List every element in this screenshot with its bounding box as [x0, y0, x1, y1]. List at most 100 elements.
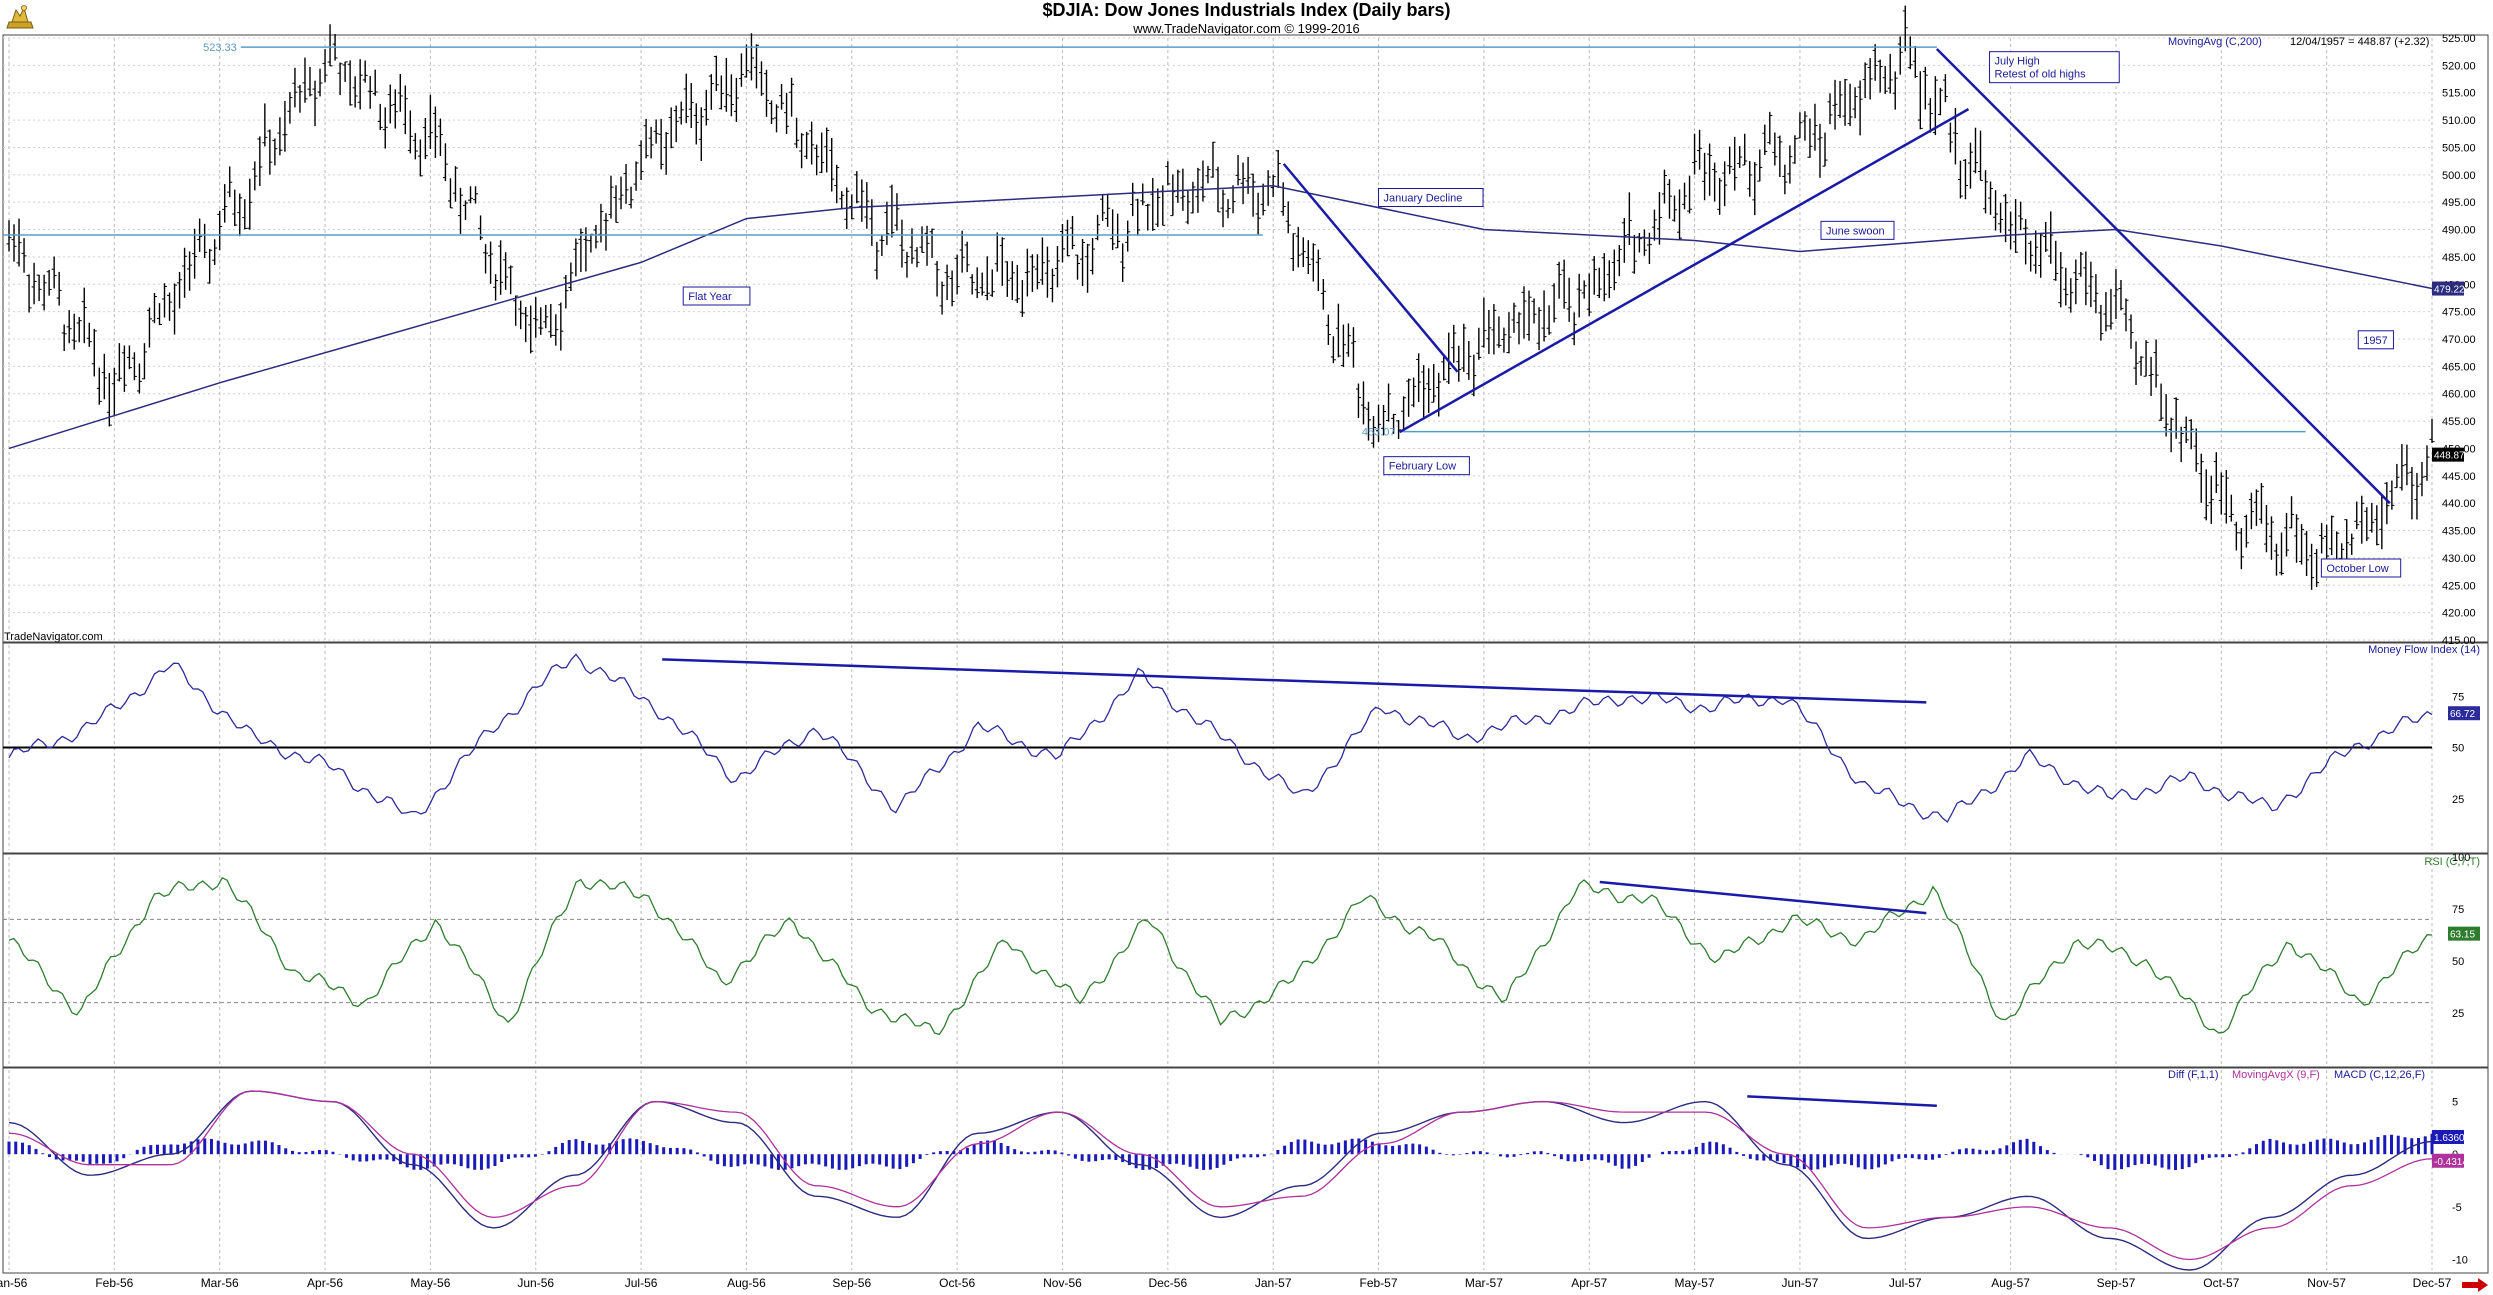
price-bar: [1596, 267, 1602, 299]
price-bar: [2073, 259, 2079, 305]
price-bar: [2354, 501, 2360, 530]
x-tick-label: Jan-56: [0, 1276, 28, 1290]
uptrend-trendline: [1398, 108, 1970, 434]
price-bar: [2088, 261, 2094, 308]
price-bar: [859, 179, 865, 222]
price-tick-label: 430.00: [2442, 553, 2476, 565]
price-bar: [1340, 324, 1346, 368]
x-tick-label: Mar-57: [1465, 1276, 1503, 1290]
annotation-june-swoon-box: [1820, 220, 1895, 240]
annotation-october-low-text: October Low: [2326, 563, 2388, 575]
price-bar: [1130, 182, 1136, 217]
price-bar: [397, 74, 403, 112]
price-tick-label: 495.00: [2442, 197, 2476, 209]
price-bar: [1009, 261, 1015, 301]
price-bar: [854, 171, 860, 204]
price-bar: [2118, 280, 2124, 311]
price-bar: [1054, 246, 1060, 288]
price-bar: [1752, 161, 1758, 216]
price-bar: [2359, 495, 2365, 544]
x-tick-label: Oct-57: [2203, 1276, 2239, 1290]
price-bar: [1451, 324, 1457, 363]
price-bar: [1521, 286, 1527, 339]
price-bar: [1767, 111, 1773, 145]
price-bar: [463, 200, 469, 221]
price-bar: [1712, 162, 1718, 202]
price-bar: [563, 274, 569, 309]
price-bar: [1120, 243, 1126, 283]
price-bar: [2314, 549, 2320, 588]
price-bar: [653, 119, 659, 144]
price-bar: [1431, 364, 1437, 403]
price-bar: [86, 322, 92, 347]
price-bar: [26, 274, 32, 313]
price-bar: [377, 103, 383, 130]
macd-divergence-line: [1747, 1095, 1937, 1108]
price-bar: [919, 226, 925, 253]
price-bar: [412, 133, 418, 160]
price-bar: [964, 241, 970, 273]
price-bar: [974, 267, 980, 299]
price-bar: [824, 127, 830, 173]
price-tick-label: 440.00: [2442, 498, 2476, 510]
price-bar: [46, 269, 52, 296]
price-bar: [1692, 133, 1698, 175]
price-bar: [789, 77, 795, 117]
annotation-february-low-text: February Low: [1389, 461, 1456, 473]
price-bar: [287, 92, 293, 124]
price-bar: [1581, 280, 1587, 299]
price-bar: [899, 219, 905, 268]
scroll-right-arrow-icon: [2462, 1278, 2488, 1292]
price-bar: [442, 143, 448, 182]
price-bar: [588, 233, 594, 253]
price-bar: [302, 57, 308, 103]
price-bar: [1757, 149, 1763, 182]
price-bar: [1421, 365, 1427, 418]
price-bar: [1240, 162, 1246, 205]
grid: [2, 34, 2489, 1274]
price-bar: [2018, 201, 2024, 231]
price-tick-label: 445.00: [2442, 471, 2476, 483]
price-bar: [11, 224, 17, 262]
price-bar: [628, 186, 634, 209]
price-bar: [307, 66, 313, 97]
price-bar: [1942, 74, 1948, 103]
price-bar: [1722, 161, 1728, 207]
price-tick-label: 505.00: [2442, 142, 2476, 154]
price-last-value: 448.87: [2434, 451, 2465, 462]
price-bar: [769, 100, 775, 125]
price-bar: [1275, 149, 1281, 188]
price-bar: [121, 345, 127, 392]
price-bar: [909, 228, 915, 264]
price-bar: [703, 89, 709, 126]
price-bar: [2153, 339, 2159, 388]
price-bar: [954, 254, 960, 295]
price-tick-label: 485.00: [2442, 252, 2476, 264]
price-bar: [1501, 327, 1507, 353]
price-bar: [2193, 428, 2199, 472]
price-bar: [1717, 177, 1723, 215]
price-bar: [237, 193, 243, 237]
price-bar: [538, 307, 544, 335]
price-bar: [1355, 383, 1361, 419]
x-tick-label: Jun-56: [517, 1276, 554, 1290]
x-tick-label: Aug-56: [727, 1276, 766, 1290]
mfi-tick-label: 25: [2452, 794, 2464, 806]
price-bar: [1014, 264, 1020, 303]
price-bar: [217, 210, 223, 251]
price-bar: [688, 83, 694, 129]
price-bar: [1566, 277, 1572, 322]
price-bar: [1115, 213, 1121, 249]
price-bar: [1300, 237, 1306, 268]
price-bar: [247, 178, 253, 230]
price-bar: [969, 274, 975, 295]
price-bar: [829, 137, 835, 192]
price-bar: [934, 260, 940, 297]
annotation-flat-year-text: Flat Year: [688, 291, 732, 303]
price-bar: [2133, 341, 2139, 386]
price-bar: [618, 176, 624, 210]
price-tick-label: 525.00: [2442, 33, 2476, 45]
price-bar: [1682, 182, 1688, 210]
high-value-label: 523.33: [203, 42, 237, 54]
